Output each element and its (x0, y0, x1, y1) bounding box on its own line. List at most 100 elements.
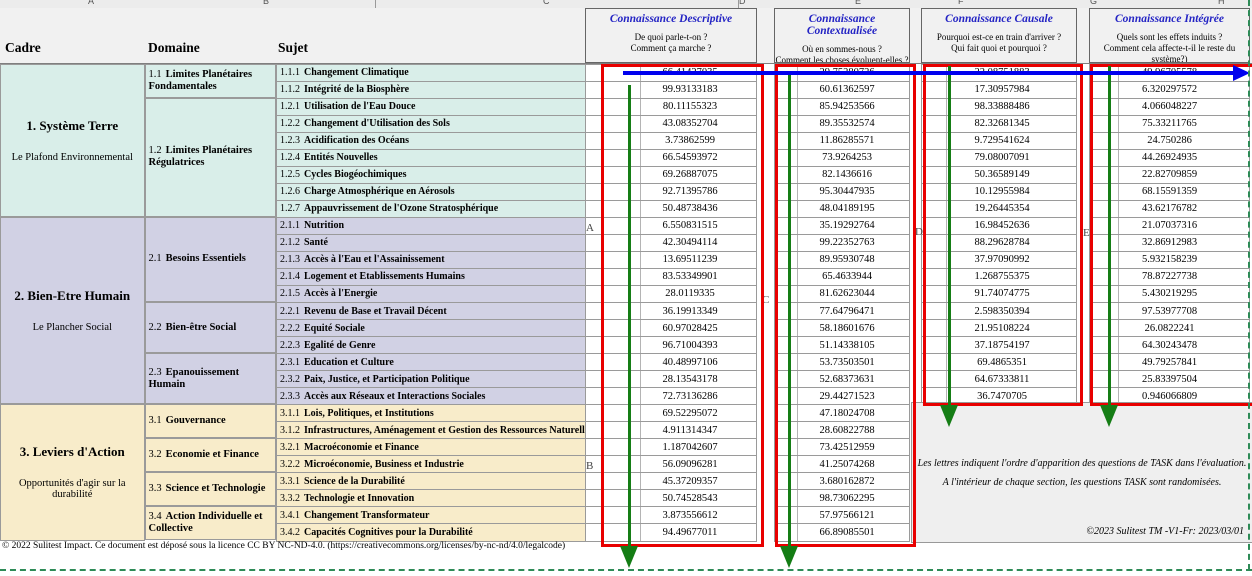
sujet-cell[interactable]: 1.2.7 Appauvrissement de l'Ozone Stratosp… (276, 199, 586, 218)
cell-value: 28.13543178 (662, 373, 718, 385)
sujet-cell[interactable]: 2.3.3 Accès aux Réseaux et Interactions S… (276, 387, 586, 406)
value-cell[interactable]: 66.89085501 (774, 523, 910, 542)
sujet-cell[interactable]: 1.2.5 Cycles Biogéochimiques (276, 165, 586, 184)
sujet-code: 2.1.5 (280, 288, 300, 300)
cell-value: 44.26924935 (1141, 152, 1198, 164)
cadre-column-header[interactable]: Cadre (5, 40, 41, 55)
column-letter: G (1090, 0, 1098, 6)
knowledge-question-1: De quoi parle-t-on ? (634, 32, 708, 42)
sujet-column-header[interactable]: Sujet (278, 40, 308, 55)
sujet-cell[interactable]: 1.1.1 Changement Climatique (276, 63, 586, 82)
knowledge-question-2: Qui fait quoi et pourquoi ? (951, 43, 1047, 53)
sujet-cell[interactable]: 3.2.1 Macroéconomie et Finance (276, 438, 586, 457)
sujet-cell[interactable]: 1.2.2 Changement d'Utilisation des Sols (276, 114, 586, 133)
cell-divider (797, 183, 798, 200)
value-cell[interactable]: 73.42512959 (774, 438, 910, 457)
value-cell[interactable]: 58.18601676 (774, 319, 910, 338)
cell-value: 97.53977708 (1141, 305, 1198, 317)
value-cell[interactable]: 36.7470705 (921, 387, 1077, 406)
cadre-cell[interactable]: 1. Système Terre Le Plafond Environnement… (0, 63, 145, 217)
cell-value: 10.12955984 (974, 186, 1030, 198)
cell-value: 5.430219295 (1141, 288, 1198, 300)
domaine-cell[interactable]: 3.2 Economie et Finance (144, 438, 276, 473)
cell-value: 50.74528543 (662, 492, 718, 504)
cell-value: 82.32681345 (974, 118, 1030, 130)
knowledge-title: Connaissance Descriptive (609, 13, 733, 25)
sujet-cell[interactable]: 3.4.2 Capacités Cognitives pour la Durabi… (276, 523, 586, 542)
sujet-cell[interactable]: 1.1.2 Intégrité de la Biosphère (276, 80, 586, 99)
sujet-cell[interactable]: 2.1.5 Accès à l'Energie (276, 284, 586, 303)
sujet-cell[interactable]: 2.2.1 Revenu de Base et Travail Décent (276, 302, 586, 321)
domaine-cell[interactable]: 1.1 Limites Planétaires Fondamentales (144, 63, 276, 98)
cadre-cell[interactable]: 2. Bien-Etre Humain Le Plancher Social (0, 216, 145, 405)
cell-value: 35.19292764 (819, 220, 875, 232)
cell-divider (1118, 303, 1119, 320)
red-box-descriptive (601, 64, 764, 547)
cell-value: 53.73503501 (819, 356, 875, 368)
sujet-cell[interactable]: 2.3.1 Education et Culture (276, 353, 586, 372)
cell-divider (1118, 217, 1119, 234)
cadre-title: 1. Système Terre (26, 117, 119, 133)
value-cell[interactable]: 82.32681345 (921, 114, 1077, 133)
sujet-name: Egalité de Genre (304, 339, 376, 351)
cadre-cell[interactable]: 3. Leviers d'Action Opportunités d'agir s… (0, 404, 145, 541)
cell-value: 73.42512959 (819, 441, 875, 453)
page-break-line-right (1248, 0, 1250, 570)
green-arrow-line-e (1108, 66, 1111, 406)
sujet-cell[interactable]: 2.1.4 Logement et Etablissements Humains (276, 267, 586, 286)
domaine-cell[interactable]: 2.3 Epanouissement Humain (144, 353, 276, 405)
sujet-cell[interactable]: 3.4.1 Changement Transformateur (276, 506, 586, 525)
cell-value: 17.30957984 (974, 84, 1030, 96)
value-cell[interactable]: 69.4865351 (921, 353, 1077, 372)
cell-value: 47.18024708 (819, 407, 875, 419)
cell-divider (640, 149, 641, 166)
sujet-cell[interactable]: 3.2.2 Microéconomie, Business et Industri… (276, 455, 586, 474)
cell-value: 73.9264253 (822, 152, 872, 164)
domaine-cell[interactable]: 2.2 Bien-être Social (144, 302, 276, 354)
knowledge-header-contextualisee[interactable]: Connaissance Contextualisée Où en sommes… (774, 8, 910, 63)
cell-divider (640, 388, 641, 405)
sujet-cell[interactable]: 2.2.2 Equité Sociale (276, 319, 586, 338)
cell-divider (1118, 132, 1119, 149)
sujet-cell[interactable]: 2.1.2 Santé (276, 233, 586, 252)
sujet-cell[interactable]: 2.1.3 Accès à l'Eau et l'Assainissement (276, 250, 586, 269)
knowledge-header-descriptive[interactable]: Connaissance Descriptive De quoi parle-t… (585, 8, 757, 63)
domaine-cell[interactable]: 3.1 Gouvernance (144, 404, 276, 439)
sujet-cell[interactable]: 2.2.3 Egalité de Genre (276, 336, 586, 355)
cell-divider (1118, 183, 1119, 200)
cell-divider (640, 285, 641, 302)
sujet-cell[interactable]: 1.2.4 Entités Nouvelles (276, 148, 586, 167)
green-arrow-line-a (628, 85, 631, 547)
cell-divider (1118, 200, 1119, 217)
domaine-cell[interactable]: 3.3 Science et Technologie (144, 472, 276, 507)
sujet-cell[interactable]: 3.3.1 Science de la Durabilité (276, 472, 586, 491)
knowledge-header-integree[interactable]: Connaissance Intégrée Quels sont les eff… (1089, 8, 1250, 63)
sujet-name: Logement et Etablissements Humains (304, 271, 465, 283)
sujet-cell[interactable]: 3.1.2 Infrastructures, Aménagement et Ges… (276, 421, 586, 440)
knowledge-header-causale[interactable]: Connaissance Causale Pourquoi est-ce en … (921, 8, 1077, 63)
domaine-code: 3.3 (148, 483, 162, 495)
cell-divider (946, 320, 947, 337)
sujet-cell[interactable]: 2.1.1 Nutrition (276, 216, 586, 235)
domaine-column-header[interactable]: Domaine (148, 40, 200, 55)
sujet-cell[interactable]: 1.2.6 Charge Atmosphérique en Aérosols (276, 182, 586, 201)
sujet-code: 2.3.1 (280, 356, 300, 368)
sujet-name: Accès à l'Eau et l'Assainissement (304, 254, 445, 266)
sujet-code: 2.1.3 (280, 254, 300, 266)
sujet-cell[interactable]: 3.1.1 Lois, Politiques, et Institutions (276, 404, 586, 423)
cell-divider (640, 183, 641, 200)
domaine-cell[interactable]: 2.1 Besoins Essentiels (144, 216, 276, 302)
domaine-cell[interactable]: 3.4 Action Individuelle et Collective (144, 506, 276, 541)
cell-divider (640, 524, 641, 541)
task-order-note[interactable]: Les lettres indiquent l'ordre d'appariti… (911, 402, 1252, 543)
sujet-cell[interactable]: 1.2.1 Utilisation de l'Eau Douce (276, 97, 586, 116)
column-letter: C (543, 0, 550, 6)
sujet-cell[interactable]: 3.3.2 Technologie et Innovation (276, 489, 586, 508)
task-order-letter: E (1083, 227, 1090, 239)
blue-arrow-line (623, 71, 1234, 75)
domaine-cell[interactable]: 1.2 Limites Planétaires Régulatrices (144, 97, 276, 217)
sujet-cell[interactable]: 1.2.3 Acidification des Océans (276, 131, 586, 150)
sujet-code: 3.1.2 (280, 424, 300, 436)
sujet-cell[interactable]: 2.3.2 Paix, Justice, et Participation Pol… (276, 370, 586, 389)
cell-divider (946, 371, 947, 388)
